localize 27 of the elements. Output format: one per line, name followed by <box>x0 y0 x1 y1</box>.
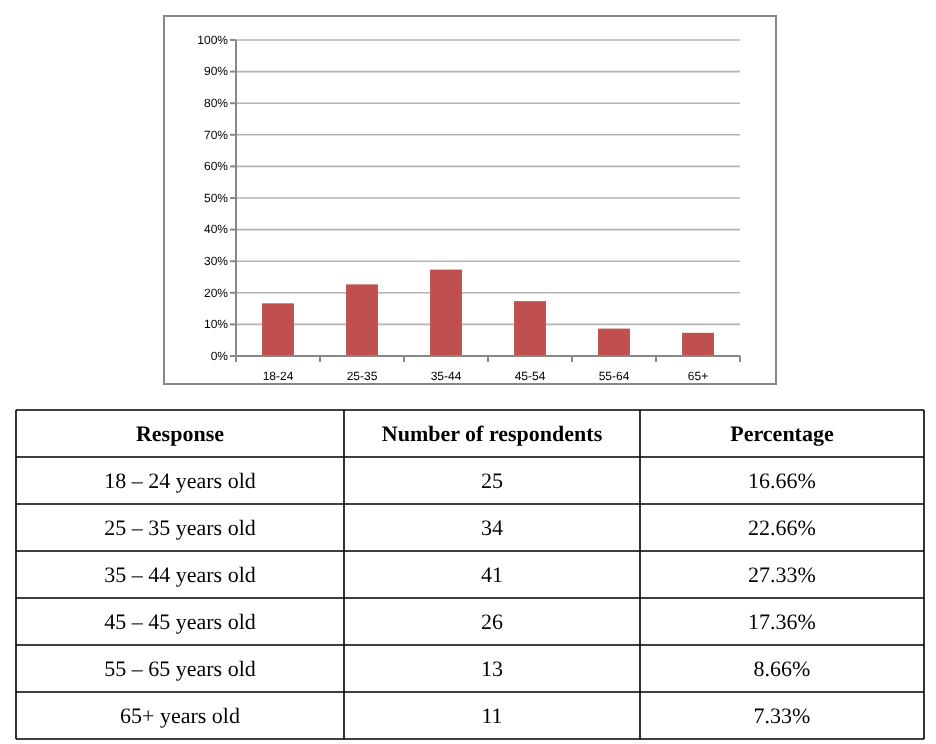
category-label: 25 – 35 years old <box>104 517 257 542</box>
data-label: 7.33% <box>753 705 811 730</box>
bar <box>598 328 630 356</box>
data-label: 27.33% <box>748 564 816 589</box>
data-label: 17.36% <box>748 611 816 636</box>
data-label: 26 <box>481 611 504 636</box>
category-label: 55 – 65 years old <box>104 658 257 683</box>
data-label: 34 <box>481 517 504 542</box>
data-label: 22.66% <box>748 517 816 542</box>
bar <box>514 301 546 356</box>
text: Response <box>135 423 225 448</box>
text: Percentage <box>730 423 834 448</box>
bar <box>346 284 378 356</box>
category-label: 65+ years old <box>120 705 241 730</box>
data-label: 41 <box>481 564 503 589</box>
text: Number of respondents <box>381 423 604 448</box>
data-label: 13 <box>481 658 504 683</box>
category-label: 35 – 44 years old <box>104 564 257 589</box>
bar <box>430 269 462 356</box>
data-label: 8.66% <box>753 658 811 683</box>
bar <box>262 303 294 356</box>
data-label: 11 <box>481 705 503 730</box>
data-label: 25 <box>481 470 504 495</box>
data-label: 16.66% <box>748 470 816 495</box>
category-label: 18 – 24 years old <box>104 470 257 495</box>
bar <box>682 332 714 356</box>
category-label: 45 – 45 years old <box>104 611 257 636</box>
